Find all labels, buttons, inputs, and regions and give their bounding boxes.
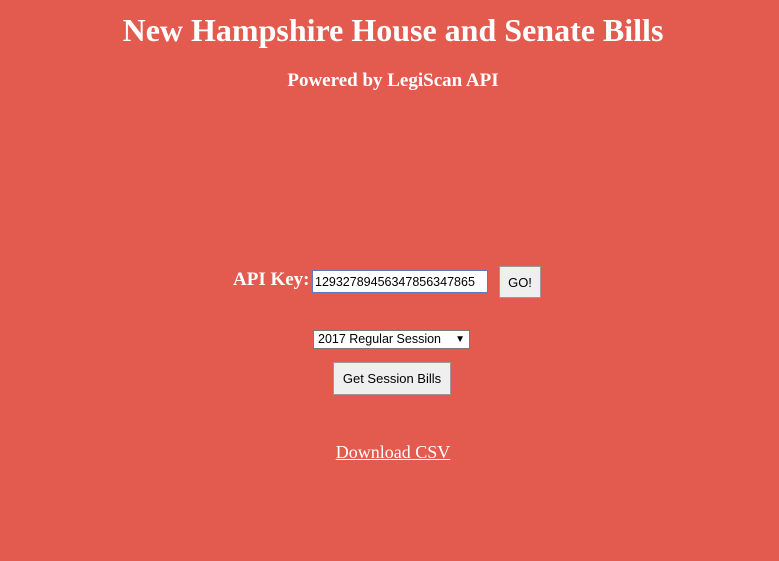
get-session-bills-button[interactable]: Get Session Bills [333, 362, 451, 395]
download-csv-link[interactable]: Download CSV [335, 442, 451, 462]
download-link-container: Download CSV [0, 441, 779, 463]
page-title: New Hampshire House and Senate Bills [122, 12, 664, 48]
session-select-value: 2017 Regular Session [318, 332, 441, 346]
go-button[interactable]: GO! [499, 266, 541, 298]
dropdown-arrow-icon: ▼ [455, 334, 465, 345]
session-select[interactable]: 2017 Regular Session ▼ [313, 330, 470, 349]
api-key-row: API Key: GO! [0, 266, 779, 298]
api-key-input[interactable] [312, 270, 488, 293]
page-subtitle: Powered by LegiScan API [287, 70, 499, 91]
api-key-label: API Key: [233, 269, 310, 290]
